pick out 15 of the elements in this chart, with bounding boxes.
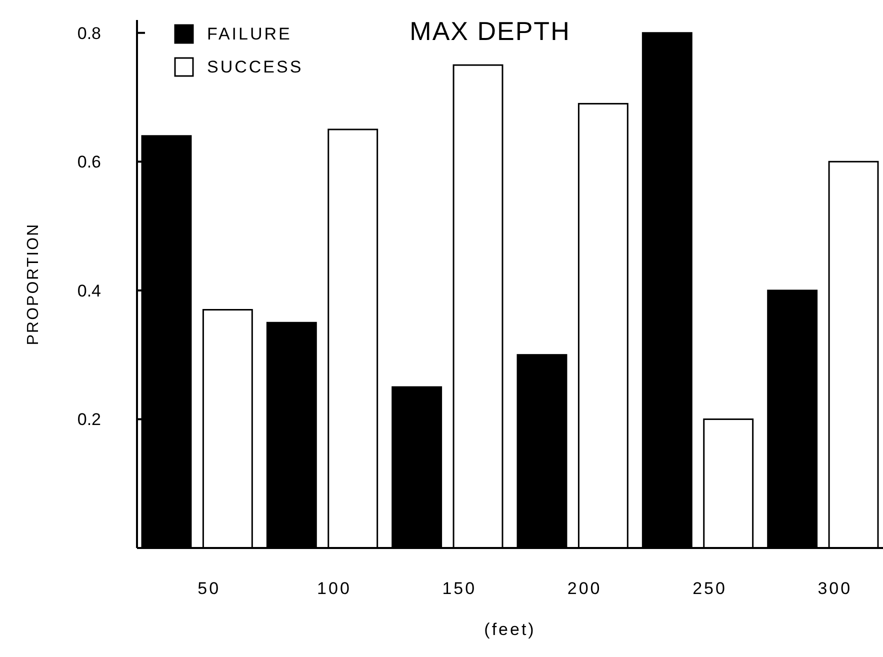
x-tick-label: 150 [442, 579, 477, 598]
legend-label: SUCCESS [207, 58, 304, 77]
y-tick-label: 0.4 [77, 281, 101, 300]
chart-title: MAX DEPTH [410, 16, 570, 46]
x-tick-label: 250 [692, 579, 727, 598]
x-tick-label: 100 [317, 579, 352, 598]
y-tick-label: 0.8 [77, 24, 101, 43]
y-axis-title: PROPORTION [25, 222, 42, 346]
x-axis-title: (feet) [484, 620, 536, 639]
y-tick-label: 0.6 [77, 152, 101, 172]
legend-label: FAILURE [207, 24, 292, 44]
x-tick-label: 50 [198, 579, 221, 598]
x-tick-label: 300 [818, 579, 852, 598]
x-tick-label: 200 [567, 579, 602, 598]
y-tick-label: 0.2 [77, 410, 101, 430]
